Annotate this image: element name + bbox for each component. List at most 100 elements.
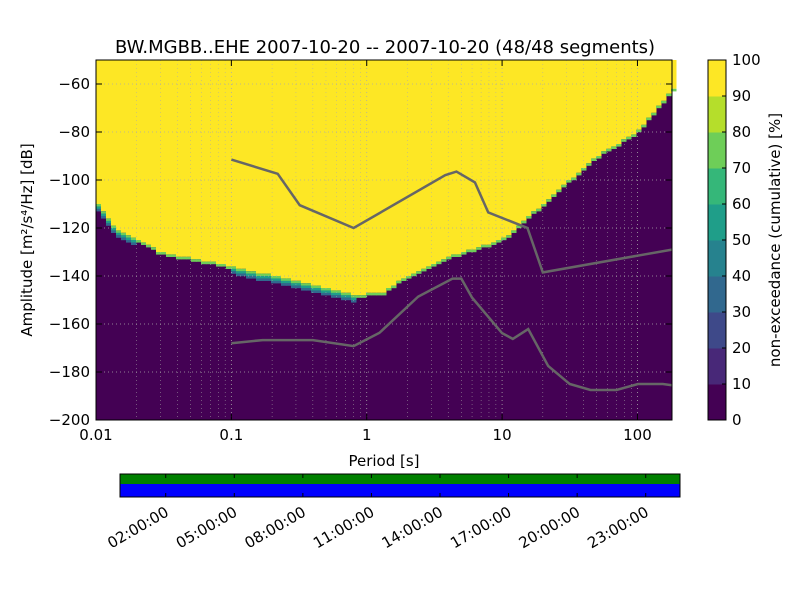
heatmap-cell (261, 60, 267, 274)
heatmap-cell (476, 60, 482, 248)
heatmap-cell (221, 60, 227, 264)
heatmap-cell (121, 232, 127, 236)
heatmap-cell (181, 60, 187, 257)
heatmap-cell (211, 261, 217, 265)
heatmap-cell (216, 264, 222, 267)
heatmap-cell (281, 283, 287, 286)
heatmap-cell (381, 292, 387, 296)
heatmap-cell (286, 278, 292, 281)
y-tick-label: −60 (58, 75, 90, 93)
x-axis-label: Period [s] (348, 452, 419, 470)
heatmap-cell (101, 216, 107, 219)
heatmap-cell (141, 60, 147, 243)
colorbar-segment (708, 168, 726, 205)
heatmap-cell (256, 278, 262, 281)
x-tick-label: 0.01 (79, 426, 112, 444)
heatmap-cell (336, 295, 342, 298)
heatmap-cell (441, 259, 447, 262)
heatmap-cell (311, 290, 317, 293)
colorbar-segment (708, 60, 726, 97)
heatmap-cell (316, 60, 322, 286)
heatmap-cell (266, 273, 272, 277)
heatmap-cell (346, 60, 352, 293)
heatmap-cell (116, 230, 122, 233)
heatmap-cell (121, 237, 127, 241)
heatmap-cell (106, 60, 112, 219)
heatmap-cell (356, 60, 362, 296)
heatmap-cell (346, 295, 352, 298)
heatmap-cell (391, 60, 397, 286)
colorbar-tick-label: 60 (732, 195, 751, 213)
heatmap-cell (106, 220, 112, 224)
heatmap-cell (161, 252, 167, 255)
heatmap-cell (631, 134, 637, 137)
timeline-tick-label: 23:00:00 (584, 503, 651, 552)
heatmap-cell (131, 60, 137, 238)
heatmap-cell (501, 60, 507, 238)
heatmap-cell (341, 60, 347, 293)
heatmap-cell (296, 280, 302, 284)
timeline-tick-label: 17:00:00 (447, 503, 514, 552)
heatmap-cell (301, 60, 307, 284)
heatmap-cell (431, 264, 437, 267)
heatmap-cell (266, 60, 272, 274)
heatmap-cell (286, 283, 292, 286)
heatmap-cell (251, 271, 257, 274)
x-tick-label: 1 (362, 426, 372, 444)
heatmap-cell (101, 213, 107, 217)
timeline-data-coverage (120, 474, 680, 484)
heatmap-cell (576, 172, 582, 176)
heatmap-cell (171, 254, 177, 257)
series-line-nlnm (231, 277, 673, 392)
heatmap-cell (471, 249, 477, 253)
heatmap-cell (191, 60, 197, 260)
heatmap-cell (106, 218, 112, 221)
timeline-tick-label: 08:00:00 (242, 503, 309, 552)
heatmap-cell (411, 60, 417, 274)
heatmap-cell (351, 300, 357, 303)
heatmap-cell (636, 60, 642, 130)
heatmap-cell (151, 247, 157, 250)
heatmap-cell (196, 60, 202, 260)
heatmap-cell (596, 60, 602, 156)
heatmap-cell (231, 60, 237, 267)
heatmap-cell (316, 285, 322, 289)
heatmap-cell (266, 278, 272, 281)
heatmap-cell (186, 256, 192, 260)
heatmap-cell (241, 271, 247, 274)
heatmap-cell (221, 264, 227, 267)
heatmap-cell (626, 60, 632, 137)
heatmap-cell (666, 60, 672, 94)
heatmap-cell (286, 280, 292, 284)
heatmap-cell (356, 295, 362, 298)
heatmap-cell (126, 240, 132, 243)
heatmap-cell (276, 280, 282, 284)
heatmap-cell (481, 244, 487, 248)
heatmap-cell (116, 235, 122, 238)
heatmap-cell (316, 288, 322, 291)
heatmap-cell (111, 225, 117, 229)
heatmap-cell (301, 285, 307, 289)
heatmap-cell (341, 295, 347, 298)
heatmap-cell (581, 168, 587, 171)
heatmap-cell (431, 60, 437, 264)
heatmap-cell (376, 292, 382, 296)
heatmap-cell (216, 60, 222, 264)
heatmap-cell (446, 60, 452, 257)
timeline-tick-label: 20:00:00 (516, 503, 583, 552)
timeline-bar: 02:00:00 05:00:00 08:00:00 11:00:00 14:00:00… (104, 473, 681, 552)
colorbar-tick-label: 40 (732, 267, 751, 285)
heatmap-cell (101, 60, 107, 212)
timeline-frame (119, 473, 681, 498)
y-tick-label: −180 (49, 363, 90, 381)
heatmap-cell (331, 290, 337, 293)
colorbar: 0 10 20 30 40 50 60 70 80 90 100 (707, 51, 761, 429)
heatmap-cell (231, 271, 237, 274)
heatmap-cell (241, 268, 247, 272)
heatmap-cell (646, 117, 652, 121)
heatmap-cell (541, 60, 547, 204)
heatmap-cell (331, 295, 337, 298)
heatmap-cell (306, 283, 312, 286)
x-tick-label: 10 (493, 426, 512, 444)
heatmap-cell (366, 292, 372, 296)
